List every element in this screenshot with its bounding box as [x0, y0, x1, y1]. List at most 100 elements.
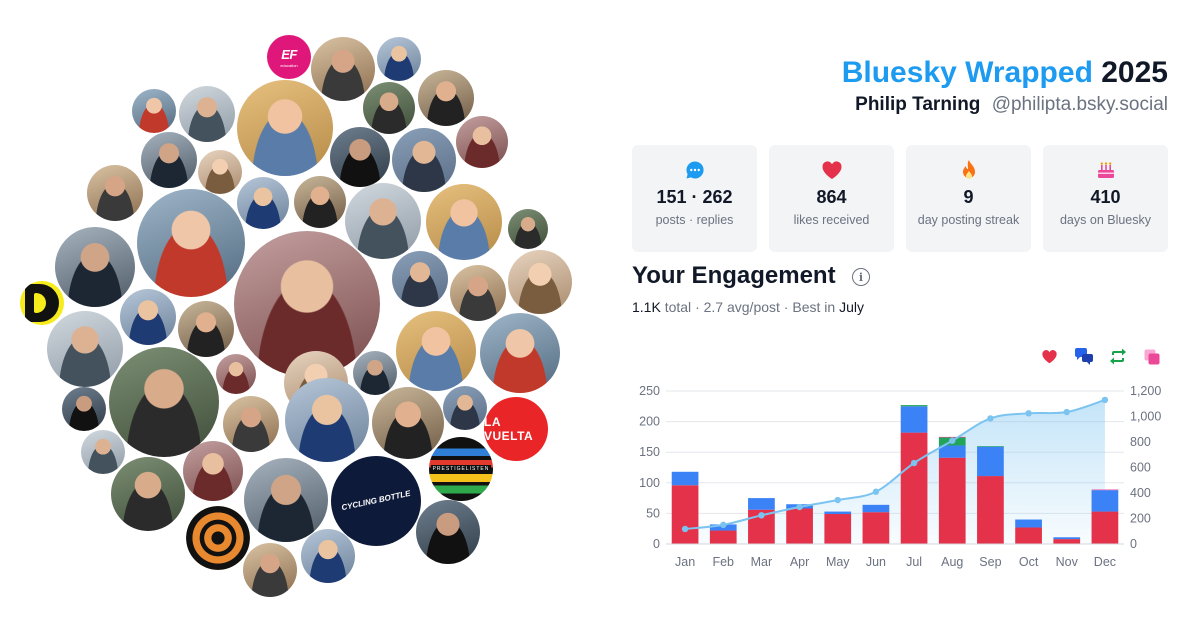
- heart-icon[interactable]: [1040, 347, 1059, 366]
- year-title: 2025: [1101, 56, 1168, 89]
- repost-icon[interactable]: [1108, 347, 1127, 366]
- y2-tick-label: 800: [1130, 435, 1151, 449]
- avatar[interactable]: [285, 378, 369, 462]
- bar-segment: [862, 512, 890, 544]
- avatar[interactable]: [111, 457, 185, 531]
- engagement-title: Your Engagement: [632, 262, 836, 289]
- y-tick-label: 150: [639, 445, 660, 459]
- x-tick-label: Jan: [675, 555, 695, 569]
- avatar[interactable]: [363, 82, 415, 134]
- chat-bubble-icon: [684, 159, 706, 181]
- avatar[interactable]: [392, 251, 448, 307]
- yellow-d-logo[interactable]: [20, 281, 64, 325]
- avatar[interactable]: [237, 177, 289, 229]
- avatar[interactable]: [178, 301, 234, 357]
- avatar[interactable]: [396, 311, 476, 391]
- avatar[interactable]: [508, 209, 548, 249]
- cumulative-point: [910, 459, 918, 467]
- x-tick-label: Sep: [979, 555, 1001, 569]
- bar-segment: [977, 476, 1004, 544]
- chat-bubbles-icon[interactable]: [1074, 347, 1093, 366]
- bar-segment: [748, 498, 775, 510]
- y2-tick-label: 1,200: [1130, 384, 1161, 398]
- avatar[interactable]: [87, 165, 143, 221]
- x-tick-label: Feb: [712, 555, 734, 569]
- avatar[interactable]: [179, 86, 235, 142]
- x-tick-label: Jun: [866, 555, 886, 569]
- y-tick-label: 250: [639, 384, 660, 398]
- avatar[interactable]: [120, 289, 176, 345]
- avatar[interactable]: [216, 354, 256, 394]
- avatar[interactable]: [416, 500, 480, 564]
- avatar[interactable]: [183, 441, 243, 501]
- x-tick-label: Mar: [751, 555, 773, 569]
- avatar[interactable]: [55, 227, 135, 307]
- avatar[interactable]: [426, 184, 502, 260]
- avatar[interactable]: [353, 351, 397, 395]
- avatar[interactable]: [237, 80, 333, 176]
- avatar[interactable]: [243, 543, 297, 597]
- avatar[interactable]: [109, 347, 219, 457]
- cumulative-point: [1025, 410, 1032, 417]
- bar-segment: [977, 446, 1004, 447]
- avatar[interactable]: [223, 396, 279, 452]
- user-handle[interactable]: @philipta.bsky.social: [991, 94, 1168, 115]
- cake-icon: [1095, 159, 1117, 181]
- orange-wheel-logo[interactable]: [186, 506, 250, 570]
- cycling-bottle-logo[interactable]: CYCLING BOTTLE: [331, 456, 421, 546]
- avatar[interactable]: [311, 37, 375, 101]
- engagement-total-label: total: [664, 299, 692, 315]
- avatar[interactable]: [443, 386, 487, 430]
- bar-segment: [1091, 490, 1119, 512]
- avatar[interactable]: [47, 311, 123, 387]
- avatar[interactable]: [132, 89, 176, 133]
- avatar[interactable]: [301, 529, 355, 583]
- x-tick-label: Oct: [1019, 555, 1039, 569]
- avatar[interactable]: [377, 37, 421, 81]
- avatar[interactable]: [198, 150, 242, 194]
- stat-label: posts · replies: [655, 213, 734, 227]
- info-icon[interactable]: i: [852, 268, 870, 286]
- stat-card-days: 410 days on Bluesky: [1043, 145, 1168, 252]
- avatar[interactable]: [456, 116, 508, 168]
- avatar[interactable]: [62, 387, 106, 431]
- stat-card-streak: 9 day posting streak: [906, 145, 1031, 252]
- avatar[interactable]: [244, 458, 328, 542]
- cumulative-point: [1063, 408, 1070, 416]
- prestigelisten-logo[interactable]: PRESTIGELISTEN: [429, 437, 493, 501]
- bar-segment: [1015, 519, 1042, 528]
- cumulative-point: [949, 437, 956, 444]
- avatar[interactable]: [137, 189, 245, 297]
- x-tick-label: May: [826, 555, 850, 569]
- la-vuelta-logo[interactable]: LA VUELTA: [484, 397, 548, 461]
- bar-segment: [824, 511, 852, 515]
- avatar[interactable]: [480, 313, 560, 393]
- avatar[interactable]: [141, 132, 197, 188]
- bar-segment: [900, 406, 928, 433]
- bar-segment: [709, 530, 737, 544]
- display-name: Philip Tarning: [855, 94, 981, 115]
- engagement-average: 2.7 avg/post: [703, 299, 780, 315]
- cumulative-point: [758, 512, 765, 519]
- bar-segment: [786, 508, 813, 544]
- avatar[interactable]: [508, 250, 572, 314]
- avatar[interactable]: [392, 128, 456, 192]
- avatar[interactable]: [330, 127, 390, 187]
- y2-tick-label: 600: [1130, 461, 1151, 475]
- avatar[interactable]: [81, 430, 125, 474]
- bar-segment: [1053, 539, 1081, 544]
- avatar[interactable]: [450, 265, 506, 321]
- engagement-total-value: 1.1K: [632, 299, 661, 315]
- avatar[interactable]: [418, 70, 474, 126]
- avatar[interactable]: [294, 176, 346, 228]
- chart-legend: [1040, 347, 1161, 366]
- quote-icon[interactable]: [1142, 347, 1161, 366]
- ef-education-logo[interactable]: EF education: [267, 35, 311, 79]
- stat-card-posts: 151 · 262 posts · replies: [632, 145, 757, 252]
- y-tick-label: 0: [653, 537, 660, 551]
- y2-tick-label: 200: [1130, 512, 1151, 526]
- avatar[interactable]: [372, 387, 444, 459]
- avatar[interactable]: [345, 183, 421, 259]
- stat-value: 151 · 262: [656, 187, 733, 207]
- best-month: July: [839, 299, 864, 315]
